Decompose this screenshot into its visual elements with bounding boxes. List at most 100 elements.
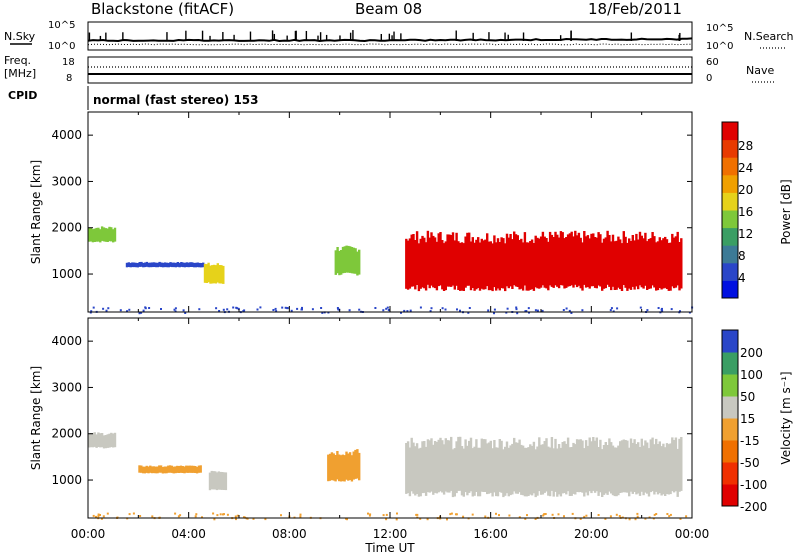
velocity-echo-4-3 <box>410 437 413 492</box>
velocity-speck-48 <box>226 513 229 516</box>
power-echo-4-144 <box>664 236 667 288</box>
velocity-speck-73 <box>636 515 639 518</box>
velocity-echo-4-35 <box>468 440 471 493</box>
power-echo-4-5 <box>414 240 417 290</box>
velocity-echo-1-25 <box>183 466 186 474</box>
power-echo-1-2 <box>129 262 132 268</box>
velocity-echo-1-32 <box>195 466 199 474</box>
power-echo-3-4 <box>341 246 345 274</box>
velocity-speck-36 <box>655 513 658 515</box>
power-echo-2-3 <box>209 265 212 284</box>
power-data <box>88 226 694 315</box>
power-speck-94 <box>321 311 324 314</box>
power-echo-0-4 <box>95 227 98 242</box>
power-echo-4-115 <box>611 234 615 287</box>
power-speck-109 <box>144 307 147 310</box>
power-echo-4-122 <box>624 236 627 288</box>
power-echo-4-55 <box>504 243 507 292</box>
power-speck-1 <box>107 307 110 310</box>
power-echo-0-7 <box>100 226 104 241</box>
velocity-echo-1-26 <box>185 465 188 473</box>
velocity-echo-4-106 <box>595 437 598 492</box>
power-ytick-label-1000: 1000 <box>51 267 82 281</box>
velocity-echo-4-80 <box>548 447 552 497</box>
power-echo-0-13 <box>112 229 115 243</box>
power-echo-4-56 <box>505 233 509 287</box>
time-tick-label-1: 04:00 <box>171 527 206 541</box>
noise-left-label: N.Sky <box>4 30 36 43</box>
velocity-echo-4-102 <box>588 437 591 492</box>
velocity-speck-76 <box>346 518 348 521</box>
velocity-speck-98 <box>449 513 452 516</box>
velocity-echo-4-94 <box>574 444 577 495</box>
power-echo-4-32 <box>462 243 465 291</box>
velocity-echo-3-12 <box>348 452 352 480</box>
power-echo-1-31 <box>182 262 185 268</box>
velocity-echo-1-10 <box>156 466 159 474</box>
power-speck-89 <box>562 309 565 311</box>
power-echo-1-25 <box>171 262 174 268</box>
power-echo-4-137 <box>651 232 654 286</box>
velocity-echo-4-133 <box>644 440 647 493</box>
power-speck-100 <box>468 307 471 309</box>
velocity-echo-4-71 <box>532 441 536 494</box>
power-echo-4-80 <box>548 231 552 286</box>
velocity-echo-1-7 <box>150 466 154 474</box>
velocity-echo-4-4 <box>412 442 415 494</box>
power-echo-4-107 <box>597 232 600 286</box>
power-echo-1-27 <box>174 262 178 268</box>
power-echo-1-32 <box>183 262 187 268</box>
power-speck-54 <box>275 310 278 313</box>
velocity-cbar-seg-5 <box>722 374 738 397</box>
beam-title: Beam 08 <box>355 0 422 18</box>
velocity-speck-54 <box>583 515 586 518</box>
power-echo-3-3 <box>340 250 343 275</box>
velocity-echo-4-150 <box>674 437 678 492</box>
power-echo-4-70 <box>530 239 534 290</box>
velocity-echo-1-23 <box>179 465 183 473</box>
velocity-colorbar: 200 100 50 15 -15 -50 -100 -200 Velocity… <box>721 329 793 514</box>
velocity-echo-4-29 <box>457 436 460 491</box>
power-echo-1-0 <box>125 262 129 268</box>
power-speck-88 <box>419 306 422 309</box>
power-echo-0-14 <box>113 227 117 242</box>
velocity-echo-4-95 <box>575 439 579 492</box>
power-echo-4-69 <box>529 241 532 290</box>
power-echo-4-94 <box>574 230 577 285</box>
power-speck-86 <box>281 306 284 309</box>
velocity-echo-4-30 <box>459 436 462 491</box>
power-speck-2 <box>528 311 530 314</box>
power-echo-4-53 <box>500 237 503 289</box>
velocity-echo-1-24 <box>181 466 184 473</box>
velocity-echo-4-14 <box>430 438 433 492</box>
power-echo-1-4 <box>133 262 136 268</box>
power-echo-4-124 <box>628 238 631 289</box>
power-echo-4-49 <box>493 235 496 288</box>
velocity-speck-66 <box>222 513 224 516</box>
velocity-echo-1-22 <box>177 466 181 473</box>
velocity-echo-3-16 <box>356 449 359 479</box>
power-speck-25 <box>406 310 409 313</box>
velocity-echo-4-81 <box>550 437 554 491</box>
velocity-echo-4-12 <box>426 439 430 493</box>
velocity-echo-1-20 <box>174 466 177 474</box>
velocity-echo-4-11 <box>424 446 428 496</box>
power-echo-4-87 <box>561 232 564 286</box>
power-echo-4-114 <box>610 241 613 291</box>
velocity-speck-33 <box>177 515 180 518</box>
power-cbar-tick-12: 12 <box>738 227 753 241</box>
velocity-echo-2-1 <box>210 470 213 490</box>
power-echo-4-99 <box>583 231 586 285</box>
power-echo-4-128 <box>635 233 638 287</box>
power-speck-41 <box>218 310 221 312</box>
power-echo-4-152 <box>678 242 681 291</box>
velocity-echo-4-13 <box>428 440 431 493</box>
power-cbar-seg-5 <box>722 192 738 211</box>
power-echo-4-40 <box>477 237 480 288</box>
velocity-echo-4-134 <box>646 442 649 494</box>
velocity-speck-107 <box>628 518 631 521</box>
velocity-echo-4-124 <box>628 447 631 497</box>
power-speck-77 <box>610 307 613 310</box>
power-speck-29 <box>646 309 649 312</box>
time-tick-label-4: 16:00 <box>473 527 508 541</box>
